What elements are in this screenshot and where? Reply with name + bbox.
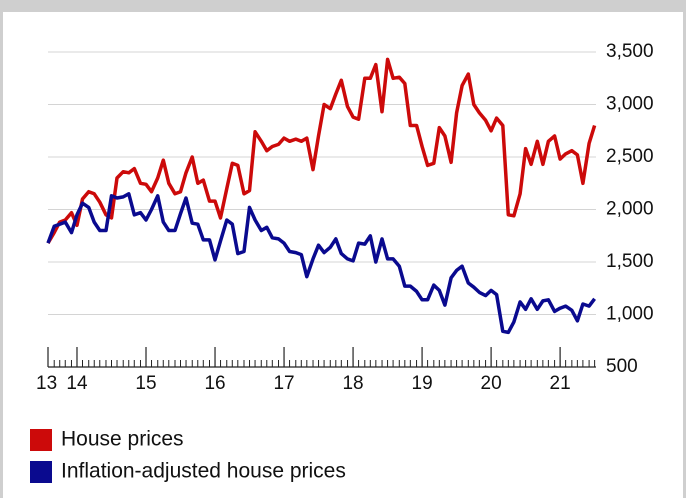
y-tick-label: 3,000 bbox=[606, 94, 654, 115]
series-line bbox=[46, 192, 596, 335]
legend-label: House prices bbox=[61, 428, 184, 451]
legend-swatch bbox=[30, 461, 52, 483]
x-tick-label: 16 bbox=[204, 373, 225, 394]
left-border bbox=[0, 0, 3, 498]
x-tick-label: 14 bbox=[66, 373, 88, 394]
legend-label: Inflation-adjusted house prices bbox=[61, 460, 346, 483]
x-tick-label: 17 bbox=[273, 373, 294, 394]
top-band bbox=[0, 0, 686, 12]
x-tick-label: 15 bbox=[135, 373, 156, 394]
y-tick-label: 1,500 bbox=[606, 251, 654, 272]
y-tick-label: 500 bbox=[606, 356, 638, 377]
x-tick-label: 20 bbox=[481, 373, 502, 394]
y-tick-label: 2,500 bbox=[606, 146, 654, 167]
x-tick-label: 21 bbox=[550, 373, 571, 394]
x-tick-label: 13 bbox=[36, 373, 57, 394]
x-tick-label: 19 bbox=[412, 373, 433, 394]
right-border bbox=[683, 0, 686, 498]
legend-swatch bbox=[30, 429, 52, 451]
y-tick-label: 3,500 bbox=[606, 41, 654, 62]
y-tick-label: 1,000 bbox=[606, 304, 654, 325]
x-tick-label: 18 bbox=[342, 373, 363, 394]
series-line bbox=[46, 57, 597, 244]
y-tick-label: 2,000 bbox=[606, 199, 654, 220]
